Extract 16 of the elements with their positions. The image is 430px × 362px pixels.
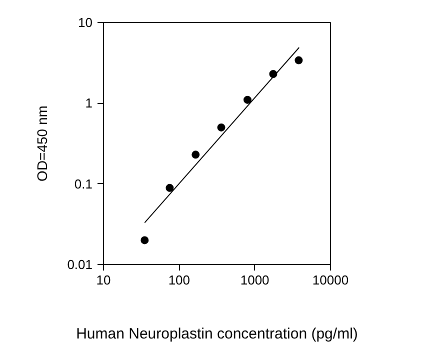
y-axis-title: OD=450 nm bbox=[34, 106, 50, 182]
point bbox=[166, 184, 174, 192]
x-tick-label: 100 bbox=[168, 272, 190, 288]
point bbox=[192, 150, 200, 159]
y-tick-label: 0.01 bbox=[67, 257, 93, 272]
x-tick-label: 10 bbox=[96, 272, 111, 288]
x-axis-title: Human Neuroplastin concentration (pg/ml) bbox=[76, 326, 358, 342]
y-tick-label: 1 bbox=[85, 96, 93, 111]
point bbox=[294, 56, 303, 64]
point bbox=[217, 123, 226, 132]
y-tick-label: 0.1 bbox=[74, 176, 93, 192]
point bbox=[140, 236, 149, 244]
x-tick-label: 10000 bbox=[312, 272, 349, 288]
point bbox=[244, 96, 252, 104]
y-tick-label: 10 bbox=[78, 15, 93, 30]
x-tick-label: 1000 bbox=[240, 272, 270, 288]
